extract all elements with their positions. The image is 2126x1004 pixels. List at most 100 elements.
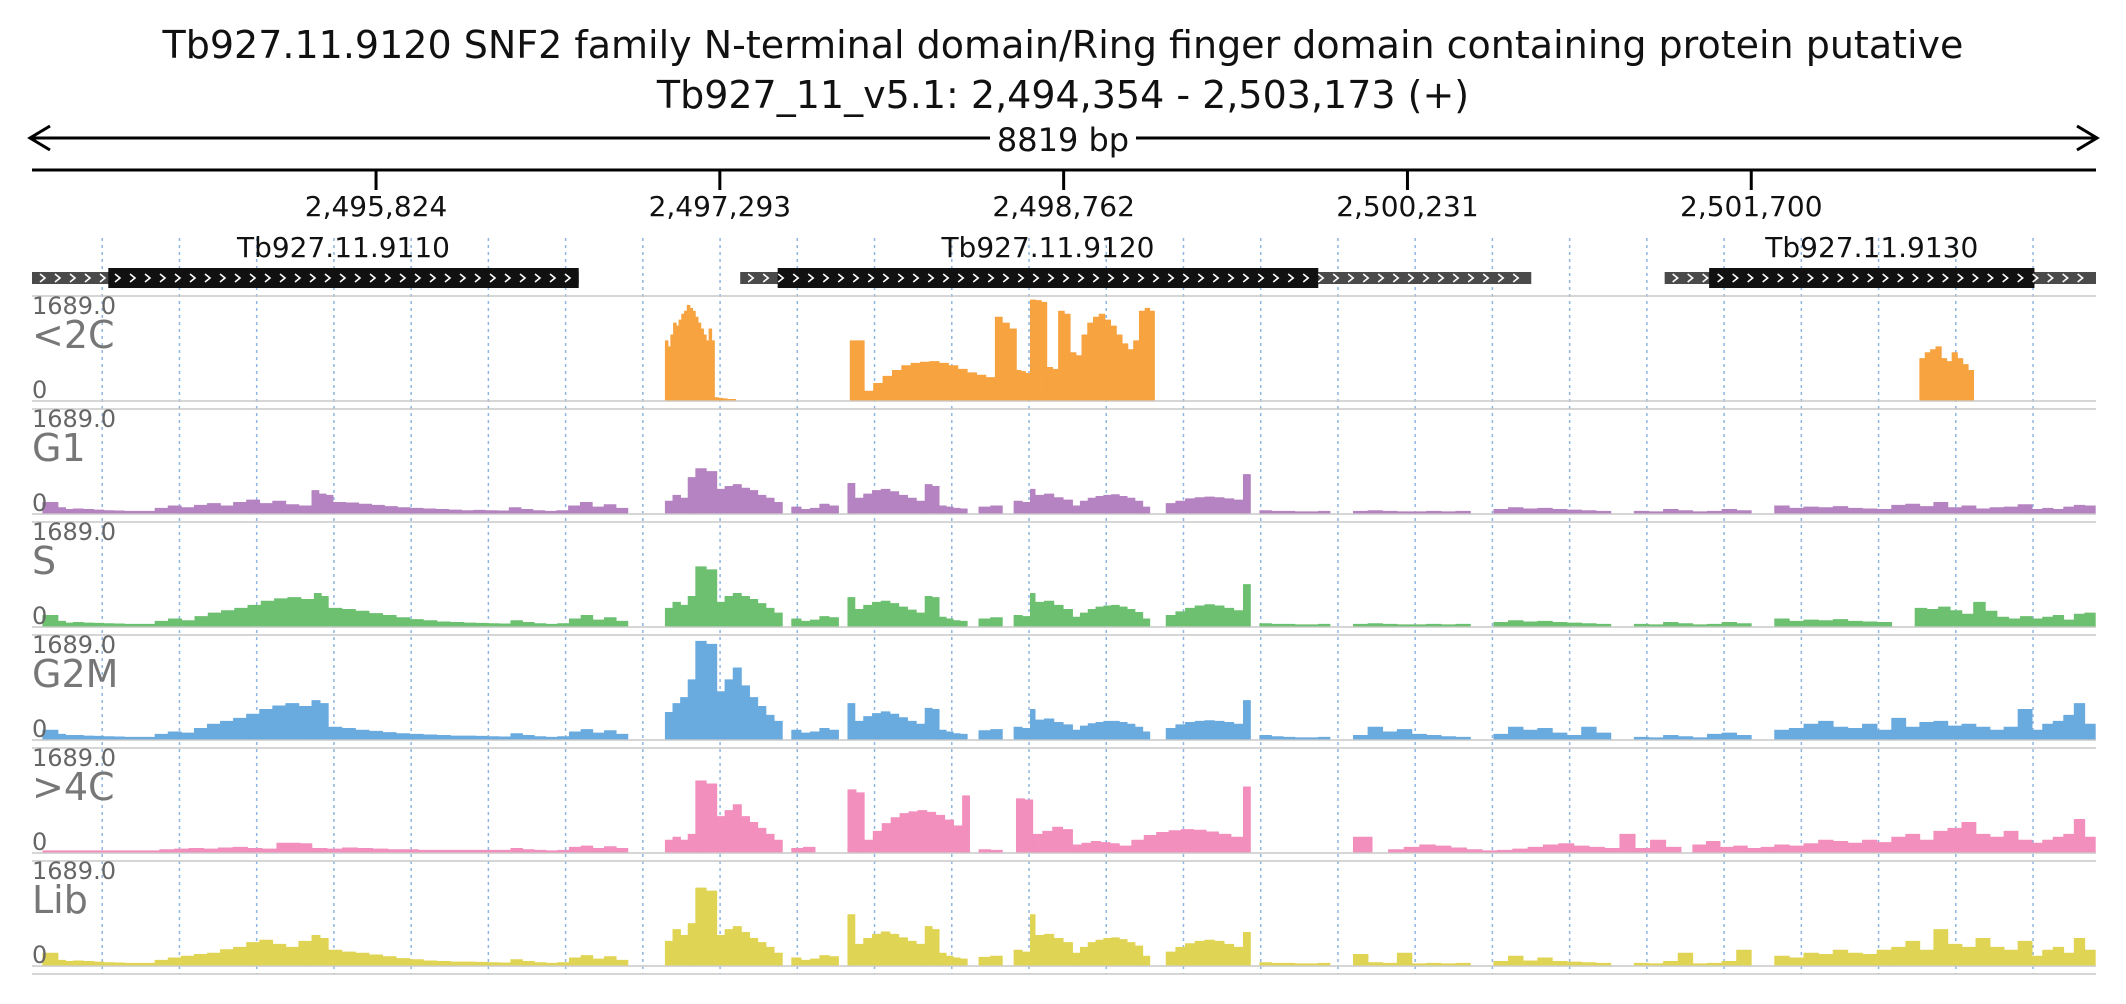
coverage-area <box>854 711 926 740</box>
coverage-area <box>791 846 816 853</box>
track-ymax-label: 1689.0 <box>32 744 116 772</box>
strand-arrow <box>1287 273 1295 283</box>
strand-arrow <box>2062 273 2069 283</box>
strand-arrow <box>777 273 785 283</box>
span-label: 8819 bp <box>997 121 1129 159</box>
coverage-area <box>72 508 156 514</box>
coverage-area <box>924 926 940 966</box>
strand-arrow <box>294 273 302 283</box>
coverage-area <box>463 729 629 740</box>
coverage-area <box>1481 833 1682 853</box>
strand-arrow <box>852 273 860 283</box>
coverage-area <box>1081 310 1146 401</box>
strand-arrow <box>1512 273 1520 283</box>
coverage-area <box>664 304 715 401</box>
coverage-area <box>664 679 697 740</box>
coverage-area <box>716 926 783 966</box>
track-ymax-label: 1689.0 <box>32 405 116 433</box>
coverage-area <box>1072 604 1144 627</box>
coverage-area <box>311 847 465 853</box>
coverage-area <box>1072 494 1144 514</box>
coverage-area <box>791 955 839 966</box>
coverage-area <box>791 503 839 514</box>
coverage-area <box>863 361 996 401</box>
coverage-area <box>1142 506 1151 514</box>
coverage-area <box>1013 726 1031 740</box>
track-name-label: G2M <box>32 652 118 696</box>
strand-arrow <box>99 273 107 283</box>
coverage-area <box>2031 703 2096 740</box>
coverage-area <box>978 955 1003 966</box>
strand-arrow <box>1452 273 1460 283</box>
coverage-area <box>327 607 465 627</box>
coverage-area <box>924 595 940 627</box>
coverage-area <box>938 729 968 740</box>
coverage-area <box>854 488 926 514</box>
coverage-area <box>313 593 329 627</box>
strand-arrow <box>1942 273 1949 283</box>
track-ymax-label: 1689.0 <box>32 857 116 885</box>
strand-arrow <box>1867 273 1874 283</box>
x-axis-ticks: 2,495,824 2,497,293 2,498,762 2,500,231 2,50… <box>305 170 1823 223</box>
coverage-area <box>1633 949 1752 966</box>
coverage-area <box>1015 798 1034 853</box>
strand-arrow <box>444 273 452 283</box>
coverage-area <box>1891 821 2033 853</box>
coverage-area <box>461 501 629 514</box>
strand-arrow <box>1182 273 1190 283</box>
coverage-area <box>1013 500 1031 514</box>
strand-arrow <box>129 273 137 283</box>
strand-arrow <box>837 273 845 283</box>
span-arrow: 8819 bp <box>27 121 2100 159</box>
strand-arrow <box>1152 273 1160 283</box>
coverage-area <box>42 850 161 853</box>
strand-arrow <box>54 273 62 283</box>
coverage-area <box>1015 369 1031 401</box>
strand-arrow <box>822 273 830 283</box>
strand-arrow <box>1092 273 1100 283</box>
coverage-area <box>2031 937 2096 966</box>
coverage-area <box>1165 939 1244 966</box>
coverage-area <box>1242 786 1251 853</box>
strand-arrow <box>84 273 92 283</box>
gene-label: Tb927.11.9120 <box>940 231 1154 264</box>
track-name-label: G1 <box>32 426 86 470</box>
strand-arrow <box>1987 273 1994 283</box>
coverage-area <box>1352 726 1471 740</box>
coverage-area <box>938 952 968 966</box>
coverage-area <box>847 789 865 853</box>
coverage-area <box>978 617 1003 627</box>
coverage-area <box>962 795 970 853</box>
strand-arrow <box>1882 273 1889 283</box>
coverage-area <box>978 729 1003 740</box>
strand-arrow <box>1062 273 1070 283</box>
coverage-area <box>154 597 315 627</box>
track-ymin-label: 0 <box>32 376 47 404</box>
strand-arrow <box>1407 273 1415 283</box>
coverage-area <box>938 505 968 514</box>
coverage-area <box>1069 352 1083 401</box>
coverage-area <box>849 340 865 401</box>
coverage-area <box>1774 839 1893 853</box>
strand-arrow <box>69 273 77 283</box>
strand-arrow <box>2002 273 2009 283</box>
strand-arrow <box>1047 273 1055 283</box>
gene: Tb927.11.9110 <box>32 231 579 288</box>
coverage-area <box>1013 949 1031 966</box>
strand-arrow <box>174 273 182 283</box>
strand-arrow <box>912 273 920 283</box>
coverage-area <box>1242 700 1251 740</box>
coverage-area <box>154 703 313 740</box>
strand-arrow <box>354 273 362 283</box>
track-name-label: S <box>32 539 56 583</box>
strand-arrow <box>1197 273 1205 283</box>
coverage-area <box>1259 623 1331 627</box>
coverage-area <box>72 622 156 627</box>
coverage-area <box>1774 618 1893 627</box>
strand-arrow <box>549 273 557 283</box>
coverage-area <box>664 833 697 853</box>
coverage-area <box>716 667 783 740</box>
strand-arrow <box>927 273 935 283</box>
x-tick-label: 2,495,824 <box>305 190 448 223</box>
